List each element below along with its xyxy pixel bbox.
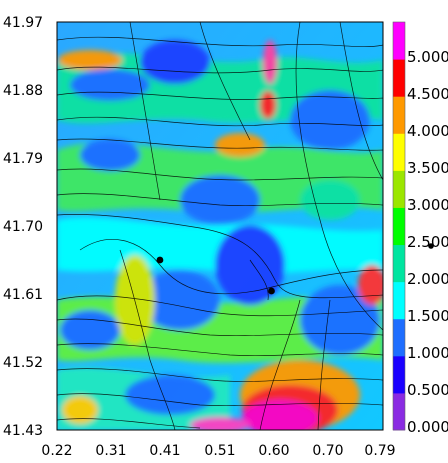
- colorbar-segment: [393, 355, 405, 394]
- colorbar-segment: [393, 392, 405, 431]
- y-tick-label: 41.61: [3, 287, 43, 303]
- y-tick-label: 41.79: [3, 151, 43, 167]
- x-tick-label: 0.51: [204, 443, 235, 459]
- station-marker: [156, 256, 164, 264]
- colorbar-label: 2.500: [407, 233, 448, 251]
- streamlines: [57, 22, 383, 430]
- colorbar-frame: [392, 21, 406, 431]
- colorbar-dot: [428, 243, 434, 249]
- x-tick-label: 0.79: [364, 443, 395, 459]
- plot-frame: [56, 21, 384, 431]
- colorbar-segment: [393, 96, 405, 134]
- colorbar-label: 4.500: [407, 85, 448, 103]
- y-tick-label: 41.88: [3, 83, 43, 99]
- colorbar-segment: [393, 59, 405, 97]
- colorbar-label: 0.500: [407, 381, 448, 399]
- colorbar-segment: [393, 318, 405, 357]
- y-tick-label: 41.43: [3, 423, 43, 439]
- x-axis: 0.22 0.31 0.41 0.51 0.60 0.70 0.79: [41, 443, 395, 459]
- colorbar-label: 5.000: [407, 48, 448, 66]
- colorbar-segment: [393, 207, 405, 246]
- y-tick-label: 41.52: [3, 355, 43, 371]
- y-axis: 41.97 41.88 41.79 41.70 41.61 41.52 41.4…: [3, 15, 43, 439]
- colorbar-segment: [393, 281, 405, 320]
- x-tick-label: 0.31: [95, 443, 126, 459]
- colorbar-segment: [393, 133, 405, 171]
- colorbar-label: 3.500: [407, 159, 448, 177]
- colorbar-labels: 5.000 4.500 4.000 3.500 3.000 2.500 2.00…: [407, 48, 448, 436]
- colorbar-segment: [393, 244, 405, 283]
- x-tick-label: 0.41: [149, 443, 180, 459]
- speed-field: [57, 22, 383, 430]
- colorbar-label: 3.000: [407, 196, 448, 214]
- x-tick-label: 0.60: [258, 443, 289, 459]
- colorbar-label: 0.000: [407, 418, 448, 436]
- y-tick-label: 41.70: [3, 219, 43, 235]
- x-tick-label: 0.70: [312, 443, 343, 459]
- colorbar-label: 1.500: [407, 307, 448, 325]
- y-tick-label: 41.97: [3, 15, 43, 31]
- colorbar-label: 1.000: [407, 344, 448, 362]
- colorbar-label: 2.000: [407, 270, 448, 288]
- station-marker: [268, 287, 275, 295]
- x-tick-label: 0.22: [41, 443, 72, 459]
- colorbar-segment: [393, 170, 405, 208]
- colorbar-label: 4.000: [407, 122, 448, 140]
- colorbar: [393, 22, 405, 431]
- colorbar-segment: [393, 22, 405, 60]
